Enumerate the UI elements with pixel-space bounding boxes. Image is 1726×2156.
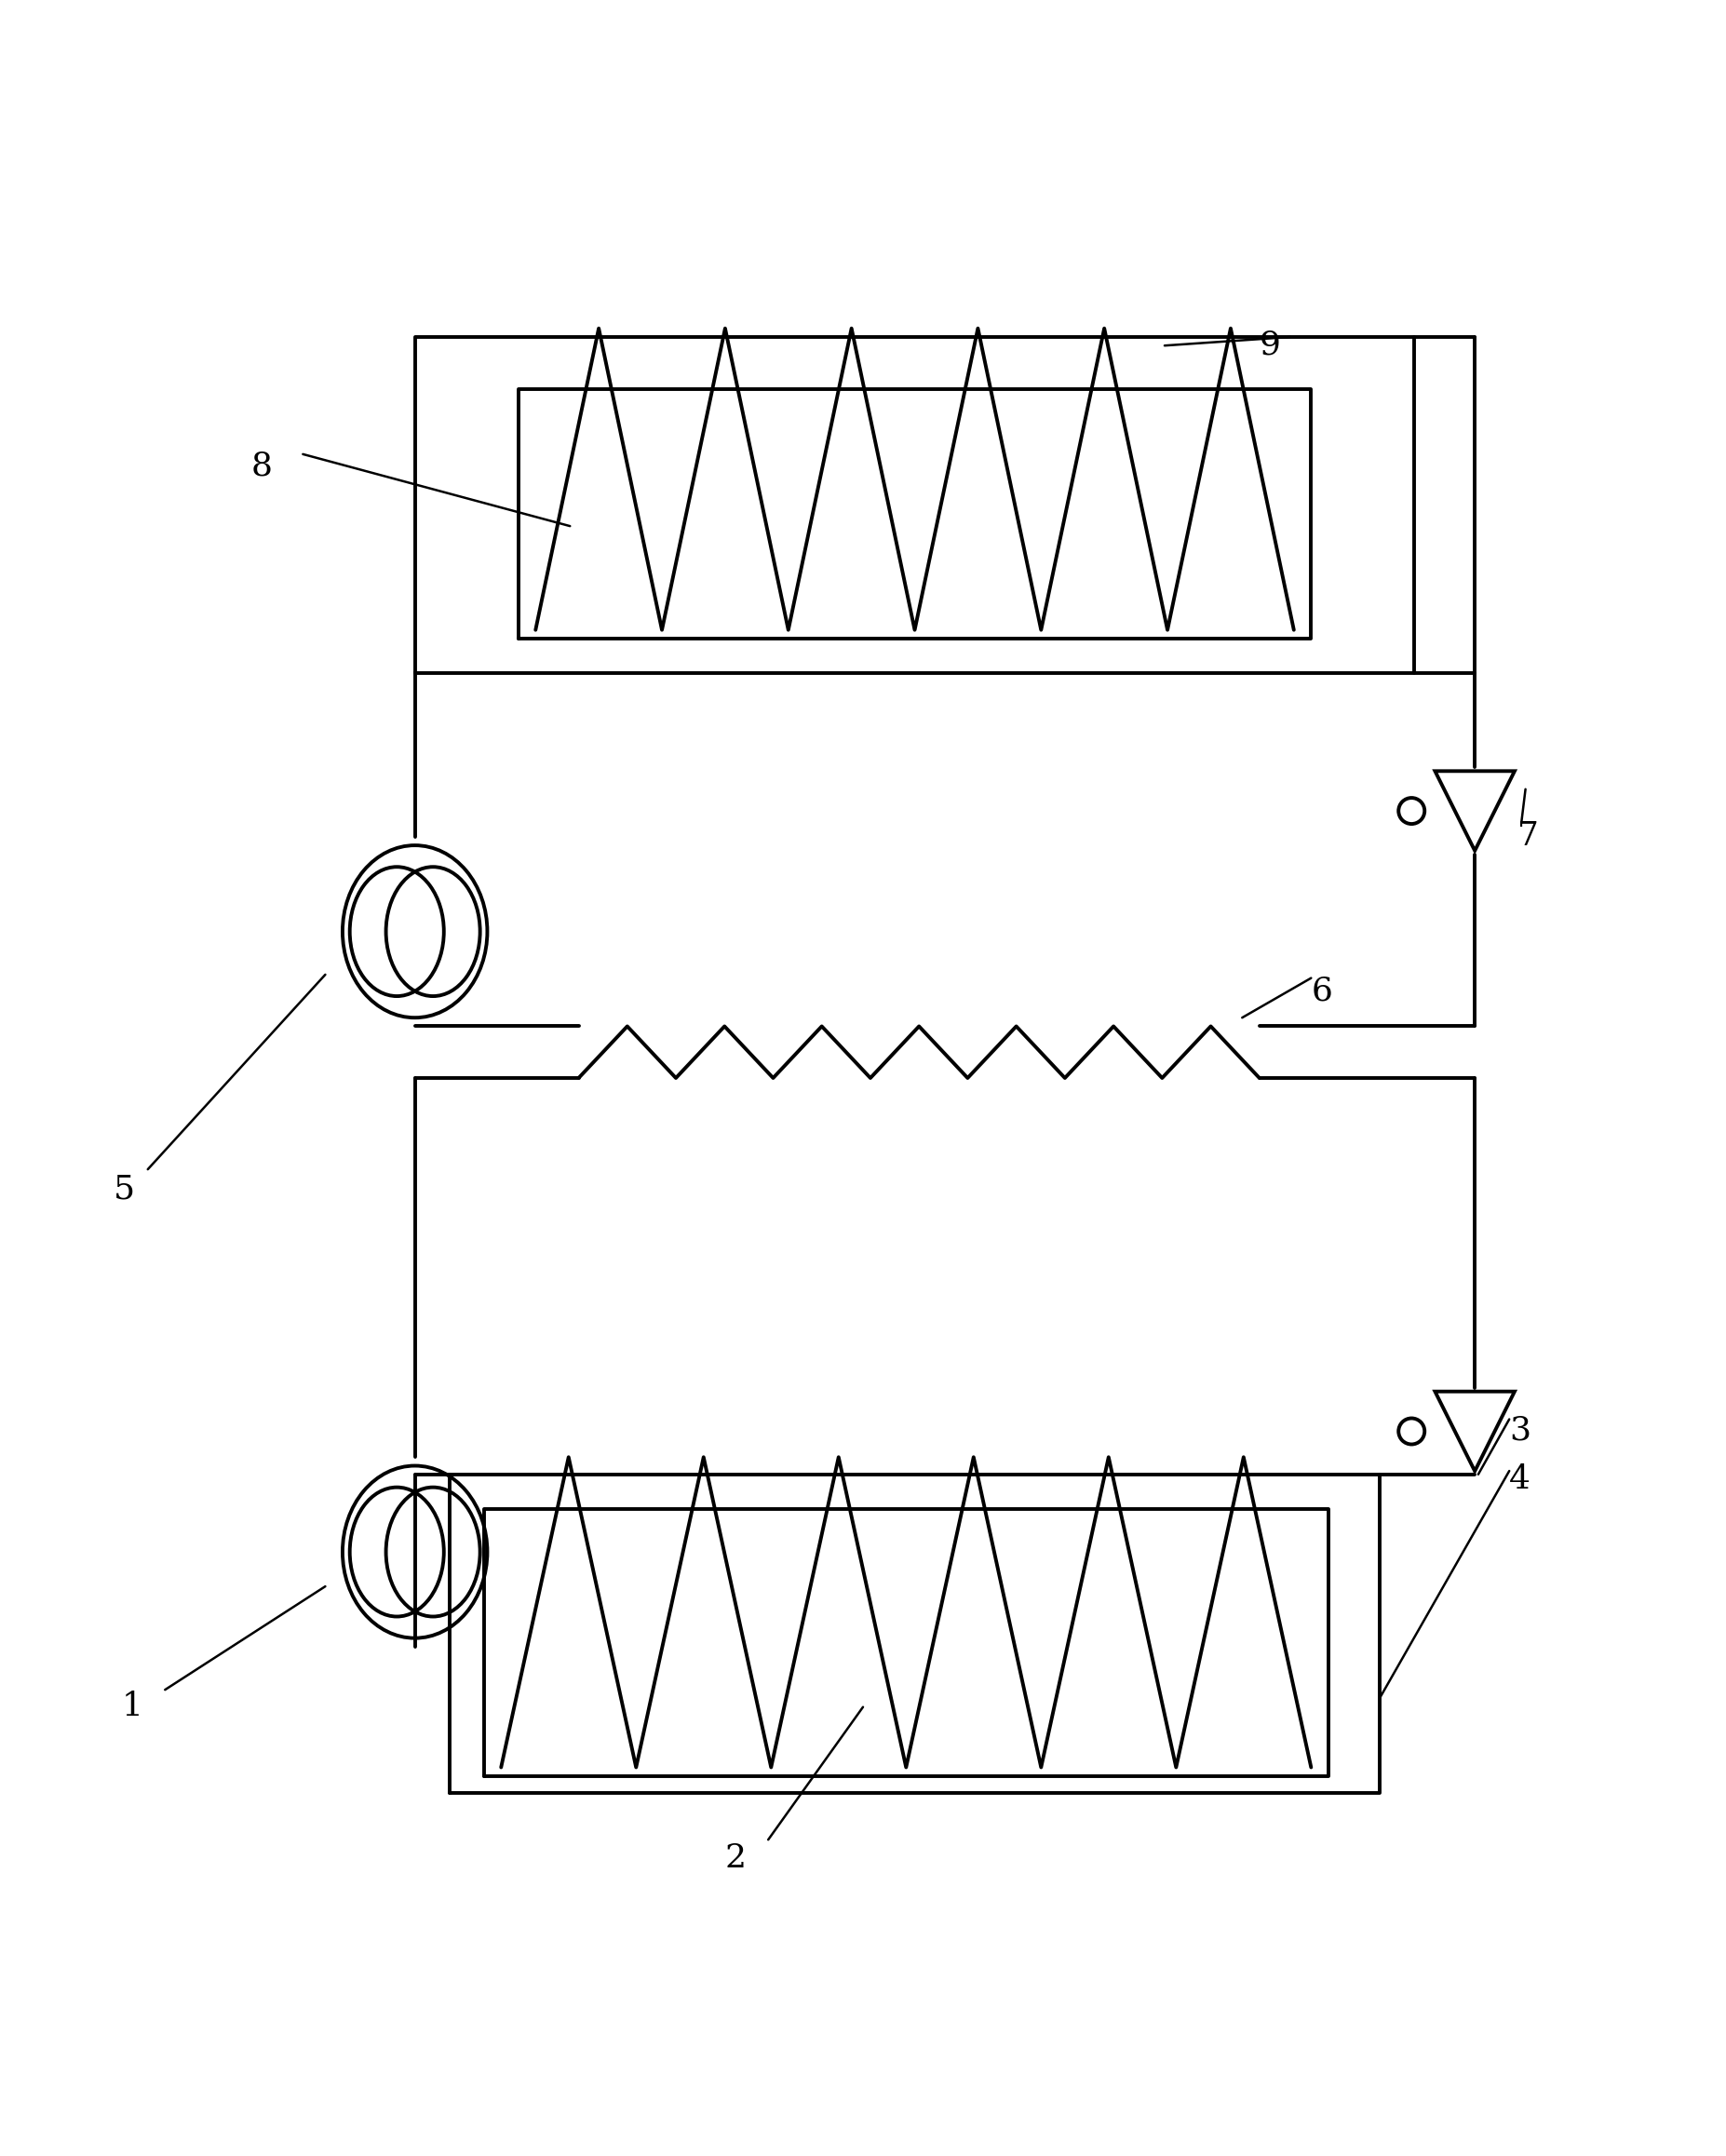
Text: 5: 5 [114, 1173, 135, 1205]
Text: 6: 6 [1312, 975, 1332, 1007]
Text: 3: 3 [1509, 1414, 1531, 1447]
Text: 7: 7 [1517, 819, 1540, 852]
Text: 4: 4 [1509, 1464, 1531, 1494]
Text: 2: 2 [725, 1841, 747, 1874]
Text: 8: 8 [252, 451, 273, 481]
Text: 9: 9 [1260, 330, 1281, 360]
Text: 1: 1 [123, 1690, 143, 1723]
